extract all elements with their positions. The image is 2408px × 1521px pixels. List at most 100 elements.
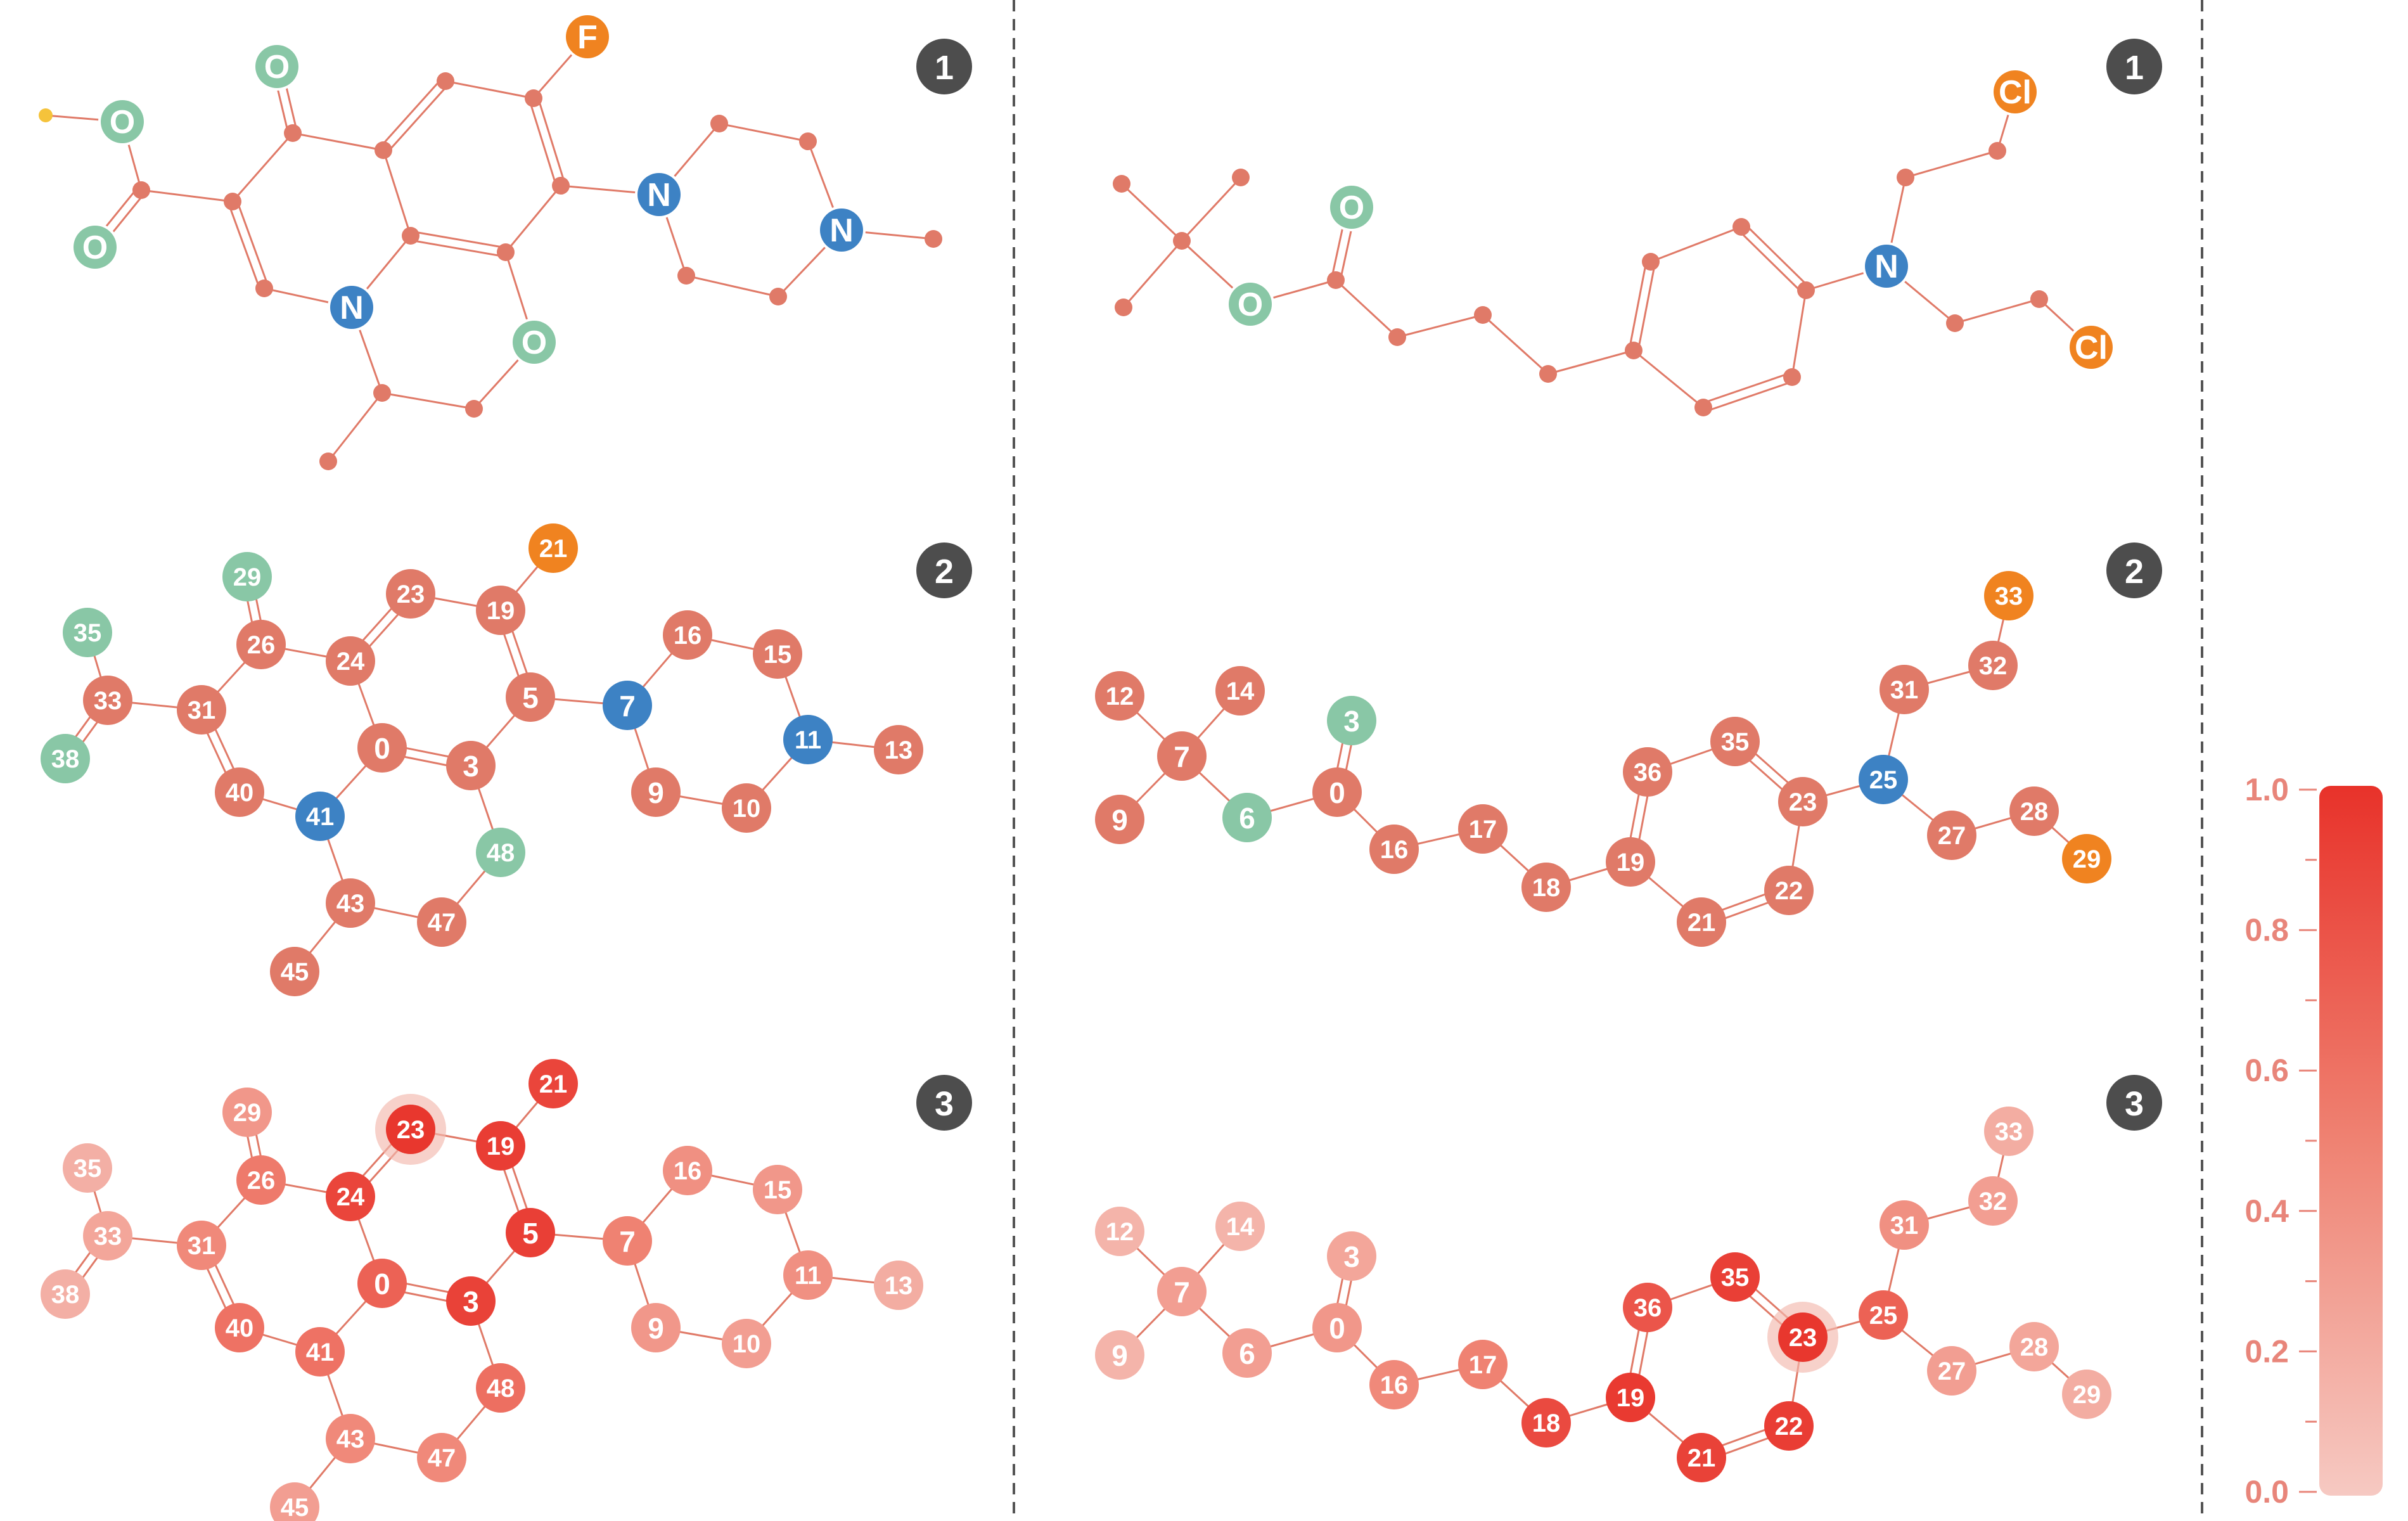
bonds: [1120, 91, 2092, 413]
atom-index-label: 38: [51, 745, 80, 773]
carbon-atom-node: [1113, 175, 1130, 193]
single-bond-line: [231, 132, 294, 202]
molecule-panels: OOONFONN13533383126294041024231921534847…: [39, 13, 2162, 1521]
atom-index-label: 45: [281, 1494, 309, 1521]
n-atom-node: [637, 173, 681, 216]
atom-index-node: [631, 1303, 681, 1352]
carbon-atom-node: [1642, 253, 1660, 271]
atoms: O O N Cl Cl: [1113, 68, 2115, 416]
atom-index-label: 29: [2073, 1381, 2101, 1409]
atom-index-node: [1927, 811, 1976, 860]
o-atom-node: [74, 226, 117, 269]
atom-index-label: 35: [74, 1155, 102, 1183]
atom-index-label: 19: [487, 1133, 515, 1160]
hydrogen-atom-node: [39, 108, 53, 122]
atom-index-node: [1778, 1312, 1828, 1362]
single-bond-line: [1120, 183, 1183, 242]
double-bond-line: [409, 239, 506, 258]
atom-index-label: 40: [226, 779, 254, 807]
atoms: O O O N F O N N: [39, 13, 942, 470]
atom-index-label: 6: [1239, 1337, 1255, 1370]
atom-index-label: 13: [885, 1272, 913, 1300]
atom-index-node: [874, 725, 923, 774]
single-bond-line: [1335, 279, 1399, 338]
carbon-atom-node: [224, 193, 241, 210]
carbon-atom-node: [1783, 368, 1801, 386]
atom-index-label: 31: [1890, 676, 1919, 704]
carbon-atom-node: [525, 89, 542, 107]
atom-index-label: 15: [764, 1176, 792, 1204]
atom-index-label: 5: [522, 681, 539, 714]
atom-index-node: [1984, 1107, 2033, 1156]
atom-index-label: 41: [306, 803, 335, 831]
step-badge-number: 3: [2125, 1085, 2144, 1123]
atom-index-label: 41: [306, 1338, 335, 1366]
atom-index-label: 3: [1343, 1240, 1360, 1273]
step-badge-number: 1: [2125, 49, 2144, 87]
atom-index-node: [2009, 1322, 2059, 1371]
row-3-right: 12 14 7 9 6 0 3 16 17 18 19 36 35 23 22 21 25 31 32 33 27 28 2…: [1095, 1075, 2162, 1482]
atom-index-label: 33: [94, 687, 122, 715]
step-badge-number: 2: [2125, 553, 2144, 591]
cl-atom-node: [2070, 326, 2113, 369]
atom-index-label: 0: [374, 732, 390, 765]
carbon-atom-node: [1797, 281, 1815, 299]
atom-index-node: [326, 1414, 375, 1463]
atom-index-node: [386, 1105, 435, 1154]
f-atom-node: [566, 15, 609, 58]
atom-index-node: [83, 676, 132, 725]
atom-index-node: [1095, 671, 1144, 721]
atom-index-node: [663, 610, 712, 660]
carbon-atom-node: [375, 141, 392, 159]
atom-index-label: 47: [428, 909, 456, 937]
atom-index-label: 0: [374, 1268, 390, 1300]
atom-index-label: 15: [764, 641, 792, 669]
atom-index-node: [1984, 571, 2033, 620]
carbon-atom-node: [1694, 399, 1712, 416]
atom-index-node: [528, 523, 578, 573]
single-bond-line: [1482, 314, 1549, 375]
o-atom-node: [513, 321, 556, 364]
single-bond-line: [1954, 298, 2040, 324]
atom-index-label: 9: [1111, 1339, 1128, 1372]
atom-index-node: [326, 636, 375, 686]
double-bond-line: [1743, 222, 1810, 288]
atom-index-label: 47: [428, 1444, 456, 1472]
atom-index-label: 21: [539, 535, 568, 563]
atom-index-node: [357, 1259, 407, 1308]
atom-index-node: [1623, 747, 1672, 797]
atom-index-label: 18: [1532, 874, 1561, 902]
atom-index-label: 19: [487, 597, 515, 625]
atom-index-label: 12: [1106, 1218, 1134, 1246]
atom-index-node: [386, 569, 435, 619]
bonds: [1118, 595, 2088, 927]
atom-symbol: Cl: [1999, 74, 2032, 111]
atom-index-node: [1968, 641, 2018, 690]
colorbar-tick-label: 0.8: [2245, 913, 2289, 948]
atom-index-node: [222, 1088, 272, 1137]
atom-index-label: 35: [1721, 1264, 1750, 1292]
atom-index-label: 21: [1688, 1444, 1716, 1472]
atom-index-node: [476, 1121, 525, 1171]
atom-index-node: [476, 586, 525, 635]
atom-index-node: [1623, 1283, 1672, 1332]
step-badge-number: 2: [935, 553, 954, 591]
atom-index-node: [783, 1250, 833, 1300]
atom-index-node: [41, 1269, 90, 1319]
atom-index-node: [1778, 777, 1828, 826]
o-atom-node: [101, 100, 144, 143]
atom-index-node: [1095, 795, 1144, 844]
atom-index-node: [1222, 793, 1272, 842]
atom-index-label: 32: [1979, 1188, 2008, 1216]
atom-index-node: [417, 897, 466, 947]
atom-index-node: [1327, 1231, 1376, 1281]
step-badge-number: 3: [935, 1085, 954, 1123]
carbon-atom-node: [677, 267, 695, 285]
atom-index-label: 10: [733, 795, 761, 823]
atom-index-label: 25: [1869, 766, 1898, 794]
atom-symbol: N: [647, 177, 671, 214]
double-bond-line: [1628, 260, 1648, 350]
atom-index-label: 14: [1226, 677, 1255, 705]
atom-index-label: 43: [336, 890, 365, 918]
double-bond-line: [386, 83, 450, 154]
